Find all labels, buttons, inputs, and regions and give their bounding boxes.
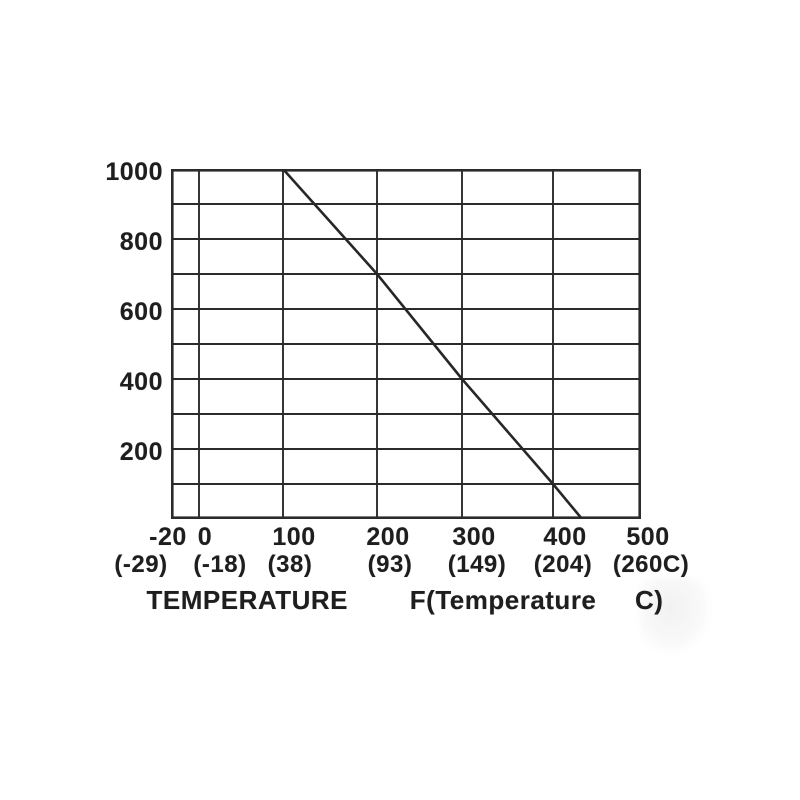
photo-smudge-artifact (640, 578, 710, 653)
x-axis-tick-label-f: 100 (272, 523, 316, 551)
x-axis-title: TEMPERATURE F(Temperature C) (146, 585, 664, 615)
y-axis-tick-label: 400 (119, 368, 163, 396)
x-axis-tick-label-c: (149) (447, 551, 507, 578)
x-axis-tick-label-f: 200 (366, 523, 410, 551)
x-axis-tick-label-f: 0 (197, 523, 213, 551)
x-axis-tick-label-c: (-18) (193, 551, 247, 578)
x-axis-tick-label-f: 300 (452, 523, 496, 551)
grid-and-line-svg (171, 169, 641, 519)
y-axis-tick-label: 1000 (105, 158, 163, 186)
y-axis-tick-label: 600 (119, 298, 163, 326)
x-axis-tick-label-c: (38) (267, 551, 313, 578)
x-axis-tick-label-f: 500 (626, 523, 670, 551)
y-axis-tick-label: 200 (119, 438, 163, 466)
plot-area (171, 169, 641, 519)
temperature-derating-line (282, 169, 584, 519)
x-axis-tick-label-c: (93) (367, 551, 413, 578)
x-axis-tick-label-f: -20 (149, 523, 187, 551)
plot-border (171, 169, 641, 519)
y-axis-tick-label: 800 (119, 228, 163, 256)
x-axis-tick-label-c: (-29) (114, 551, 168, 578)
x-axis-tick-label-c: (204) (533, 551, 593, 578)
x-axis-tick-label-f: 400 (543, 523, 587, 551)
x-axis-tick-label-c: (260C) (612, 551, 690, 578)
